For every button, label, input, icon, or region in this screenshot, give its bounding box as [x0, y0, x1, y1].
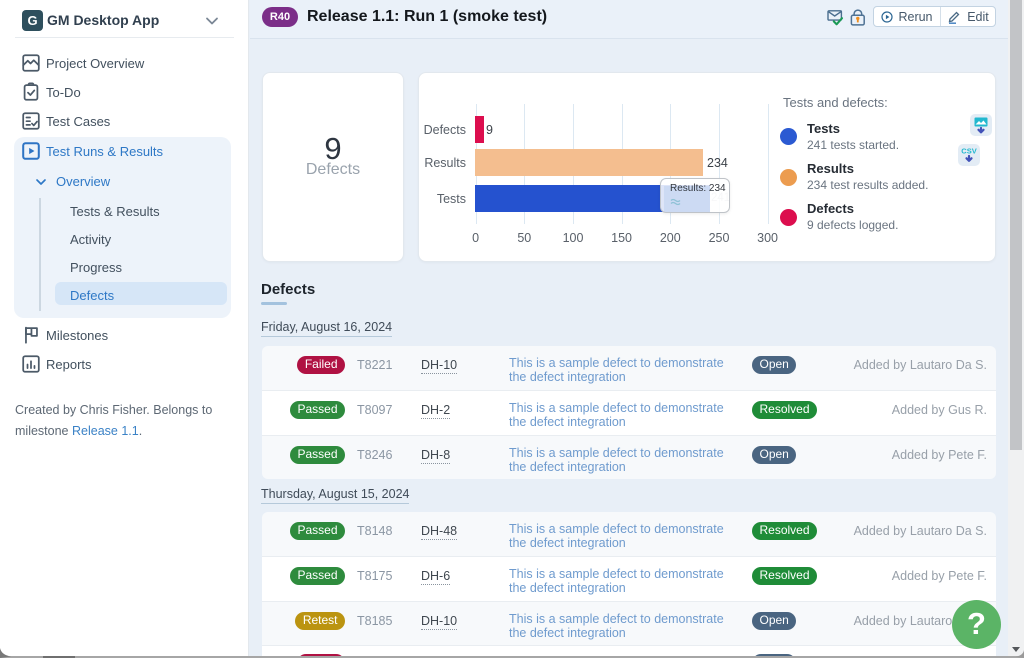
svg-text:CSV: CSV: [961, 147, 976, 156]
